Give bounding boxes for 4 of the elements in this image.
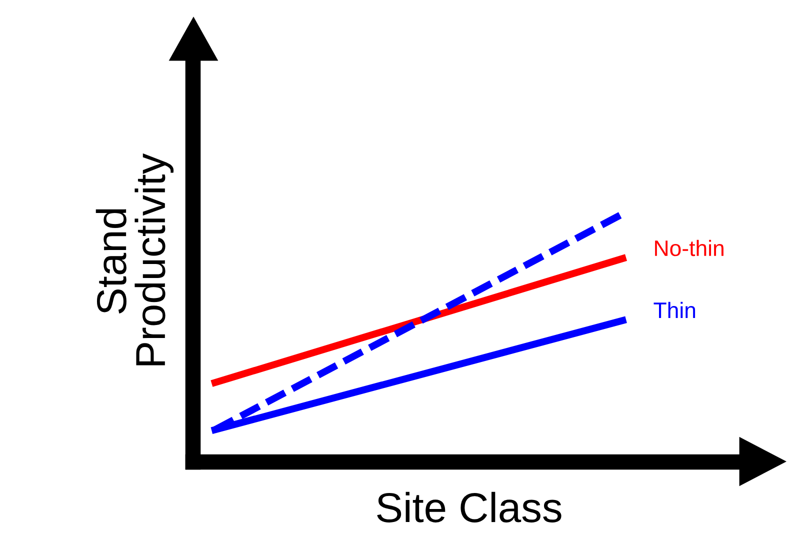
series-label: No-thin xyxy=(655,240,724,256)
x-axis-title: Site Class xyxy=(377,492,562,522)
y-axis-title: Stand Productivity xyxy=(96,153,174,366)
series-label: Thin xyxy=(654,302,696,318)
